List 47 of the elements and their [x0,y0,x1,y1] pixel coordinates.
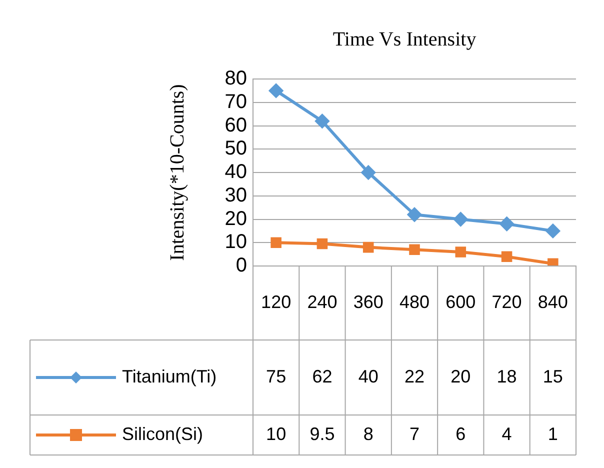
x-tick-label: 240 [307,292,338,312]
y-tick-label: 70 [224,90,247,113]
point [315,114,330,128]
x-tick-label: 600 [446,292,476,312]
data-label: 18 [496,366,517,386]
legend-label: Titanium(Ti) [122,366,217,386]
data-label: 40 [358,366,378,386]
point [454,212,468,226]
data-label: 15 [542,366,563,386]
point [546,224,560,238]
y-axis-title: Intensity(*10-Counts) [166,84,188,261]
data-label: 20 [450,366,471,386]
data-label: 6 [456,424,466,444]
point [501,251,512,262]
y-tick-label: 80 [224,68,247,90]
y-tick-label: 60 [224,114,247,136]
data-label: 62 [312,366,332,386]
point [316,238,328,250]
x-tick-label: 480 [399,292,430,312]
data-label: 4 [502,424,512,444]
data-label: 1 [548,424,558,444]
point [500,216,514,231]
x-tick-label: 840 [538,292,568,312]
y-tick-label: 10 [224,231,247,254]
data-label: 8 [363,424,374,444]
point [269,84,284,98]
x-tick-label: 360 [353,292,384,312]
chart-title: Time Vs Intensity [332,28,476,50]
point [409,244,420,256]
point [455,246,466,258]
y-tick-label: 20 [224,208,247,230]
point [361,166,376,180]
data-label: 10 [266,424,286,444]
data-label: 9.5 [310,424,335,444]
x-tick-label: 720 [492,292,522,312]
point [270,237,282,248]
y-tick-label: 50 [224,138,247,160]
y-tick-label: 0 [236,254,247,277]
legend-label: Silicon(Si) [122,424,204,444]
point [408,208,422,222]
data-label: 22 [404,366,425,386]
data-label: 75 [266,366,286,386]
y-tick-label: 40 [224,161,247,184]
y-tick-label: 30 [224,184,247,206]
data-label: 7 [409,424,420,444]
x-tick-label: 120 [261,292,292,312]
point [362,242,374,253]
